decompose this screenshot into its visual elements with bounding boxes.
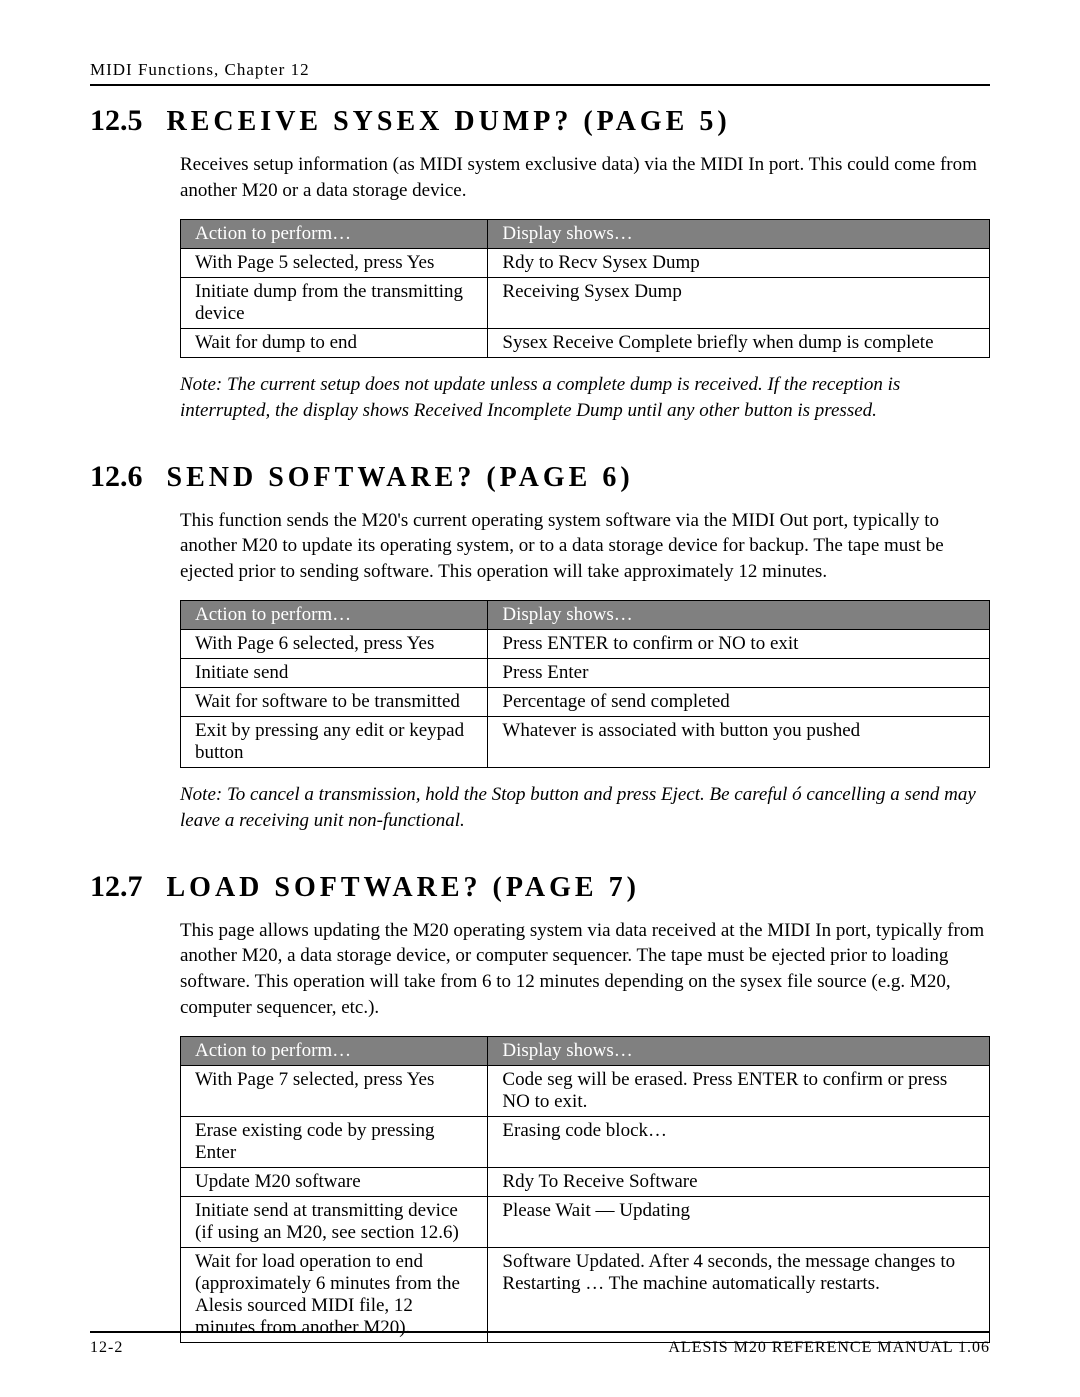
section-number: 12.6 [90,460,143,494]
cell-display: Sysex Receive Complete briefly when dump… [488,329,990,358]
action-display-table: Action to perform…Display shows…With Pag… [180,1036,990,1343]
cell-action: With Page 5 selected, press Yes [181,249,488,278]
cell-display: Whatever is associated with button you p… [488,717,990,768]
action-display-table: Action to perform…Display shows…With Pag… [180,600,990,768]
sections-container: 12.5 RECEIVE SYSEX DUMP? (PAGE 5) Receives… [90,104,990,1343]
col-header-action: Action to perform… [181,1037,488,1066]
section-title: SEND SOFTWARE? (PAGE 6) [167,462,634,494]
cell-action: Initiate send [181,659,488,688]
running-head: MIDI Functions, Chapter 12 [90,60,990,80]
col-header-display: Display shows… [488,220,990,249]
table-row: With Page 5 selected, press YesRdy to Re… [181,249,990,278]
section-heading: 12.7 LOAD SOFTWARE? (PAGE 7) [90,870,990,904]
cell-action: Wait for software to be transmitted [181,688,488,717]
section-note: Note: To cancel a transmission, hold the… [90,782,990,833]
cell-action: Erase existing code by pressing Enter [181,1117,488,1168]
section-number: 12.7 [90,870,143,904]
cell-display: Code seg will be erased. Press ENTER to … [488,1066,990,1117]
table-row: Update M20 softwareRdy To Receive Softwa… [181,1168,990,1197]
page: MIDI Functions, Chapter 12 12.5 RECEIVE S… [0,0,1080,1397]
col-header-display: Display shows… [488,1037,990,1066]
page-footer: 12-2 ALESIS M20 REFERENCE MANUAL 1.06 [90,1331,990,1357]
table-row: Initiate send at transmitting device (if… [181,1197,990,1248]
cell-display: Please Wait — Updating [488,1197,990,1248]
table-row: With Page 7 selected, press YesCode seg … [181,1066,990,1117]
table-row: Wait for software to be transmittedPerce… [181,688,990,717]
section-note: Note: The current setup does not update … [90,372,990,423]
table-row: Erase existing code by pressing EnterEra… [181,1117,990,1168]
section-intro: This page allows updating the M20 operat… [90,918,990,1021]
cell-display: Press ENTER to confirm or NO to exit [488,630,990,659]
cell-action: Exit by pressing any edit or keypad butt… [181,717,488,768]
footer-page-number: 12-2 [90,1339,123,1357]
section-heading: 12.5 RECEIVE SYSEX DUMP? (PAGE 5) [90,104,990,138]
cell-display: Percentage of send completed [488,688,990,717]
table-row: Exit by pressing any edit or keypad butt… [181,717,990,768]
section-12-7: 12.7 LOAD SOFTWARE? (PAGE 7) This page all… [90,870,990,1344]
cell-display: Erasing code block… [488,1117,990,1168]
table-row: Wait for load operation to end (approxim… [181,1248,990,1343]
section-title: LOAD SOFTWARE? (PAGE 7) [167,872,640,904]
cell-display: Rdy to Recv Sysex Dump [488,249,990,278]
col-header-action: Action to perform… [181,220,488,249]
section-number: 12.5 [90,104,143,138]
table-row: With Page 6 selected, press YesPress ENT… [181,630,990,659]
col-header-action: Action to perform… [181,601,488,630]
section-title: RECEIVE SYSEX DUMP? (PAGE 5) [167,106,731,138]
action-display-table: Action to perform…Display shows…With Pag… [180,219,990,358]
table-row: Initiate sendPress Enter [181,659,990,688]
section-intro: This function sends the M20's current op… [90,508,990,585]
section-heading: 12.6 SEND SOFTWARE? (PAGE 6) [90,460,990,494]
top-rule [90,84,990,86]
section-12-5: 12.5 RECEIVE SYSEX DUMP? (PAGE 5) Receives… [90,104,990,424]
footer-manual-title: ALESIS M20 REFERENCE MANUAL 1.06 [668,1339,990,1357]
cell-display: Receiving Sysex Dump [488,278,990,329]
col-header-display: Display shows… [488,601,990,630]
cell-action: Update M20 software [181,1168,488,1197]
table-row: Wait for dump to endSysex Receive Comple… [181,329,990,358]
cell-action: Wait for load operation to end (approxim… [181,1248,488,1343]
cell-display: Rdy To Receive Software [488,1168,990,1197]
table-row: Initiate dump from the transmitting devi… [181,278,990,329]
cell-action: Initiate dump from the transmitting devi… [181,278,488,329]
cell-action: Wait for dump to end [181,329,488,358]
cell-display: Software Updated. After 4 seconds, the m… [488,1248,990,1343]
cell-display: Press Enter [488,659,990,688]
footer-rule [90,1331,990,1333]
cell-action: With Page 7 selected, press Yes [181,1066,488,1117]
section-intro: Receives setup information (as MIDI syst… [90,152,990,203]
section-12-6: 12.6 SEND SOFTWARE? (PAGE 6) This function… [90,460,990,834]
cell-action: With Page 6 selected, press Yes [181,630,488,659]
cell-action: Initiate send at transmitting device (if… [181,1197,488,1248]
